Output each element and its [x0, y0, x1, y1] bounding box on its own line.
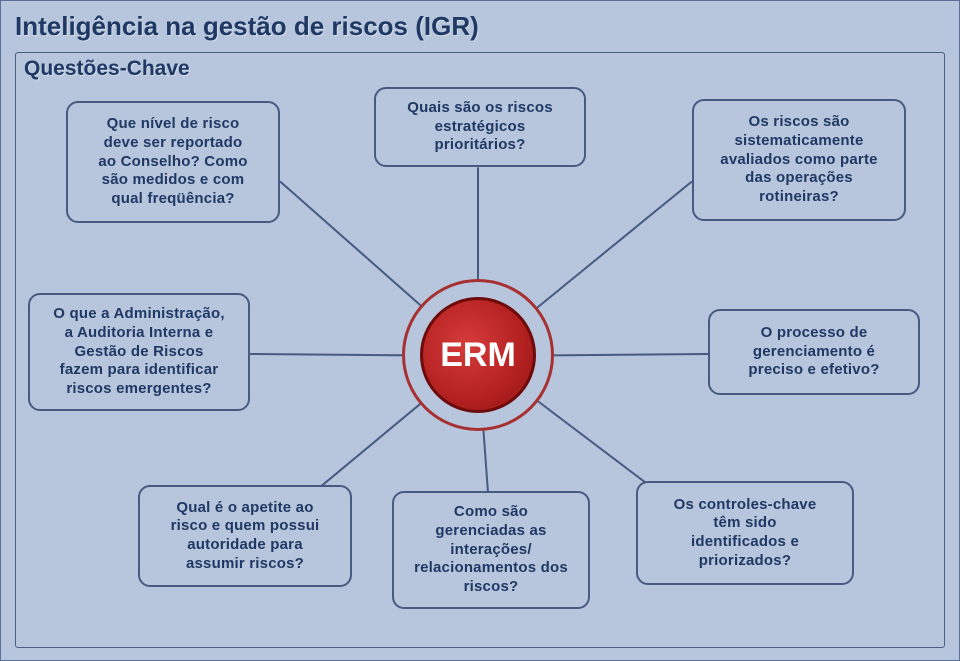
diagram: Que nível de risco deve ser reportado ao… — [16, 85, 944, 647]
box-top-left: Que nível de risco deve ser reportado ao… — [66, 101, 280, 223]
connector-line — [483, 430, 488, 492]
connector-line — [552, 354, 708, 355]
box-top-mid: Quais são os riscos estratégicos priorit… — [374, 87, 586, 167]
connector-line — [280, 181, 422, 307]
connector-line — [535, 181, 692, 309]
box-bot-left: Qual é o apetite ao risco e quem possui … — [138, 485, 352, 587]
connector-line — [537, 401, 656, 491]
box-bot-mid: Como são gerenciadas as interações/ rela… — [392, 491, 590, 609]
box-mid-left: O que a Administração, a Auditoria Inter… — [28, 293, 250, 411]
box-top-right: Os riscos são sistematicamente avaliados… — [692, 99, 906, 221]
box-bot-right: Os controles-chave têm sido identificado… — [636, 481, 854, 585]
erm-center: ERM — [420, 297, 536, 413]
box-mid-right: O processo de gerenciamento é preciso e … — [708, 309, 920, 395]
slide: Inteligência na gestão de riscos (IGR) Q… — [0, 0, 960, 661]
panel: Questões-Chave Que nível de risco deve s… — [15, 52, 945, 648]
connector-line — [316, 403, 421, 490]
connector-line — [250, 354, 404, 355]
page-title: Inteligência na gestão de riscos (IGR) — [15, 11, 945, 42]
panel-subtitle: Questões-Chave — [24, 57, 936, 81]
